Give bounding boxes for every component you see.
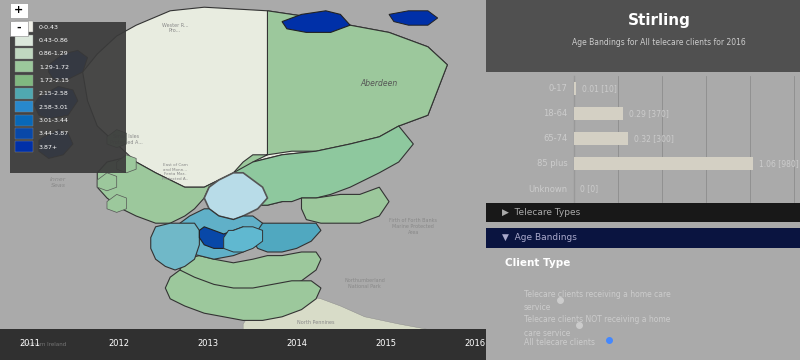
Text: East of Cam
and Monn...
Fenta Mar..
Protected A..: East of Cam and Monn... Fenta Mar.. Prot… bbox=[162, 163, 188, 181]
Text: Small Isles
Protected A...: Small Isles Protected A... bbox=[110, 134, 143, 145]
Text: care service: care service bbox=[524, 329, 570, 338]
Bar bbox=[14, 75, 33, 86]
Text: 2015: 2015 bbox=[375, 339, 397, 348]
Bar bbox=[14, 102, 33, 112]
Polygon shape bbox=[98, 158, 219, 223]
Text: Unknown: Unknown bbox=[529, 184, 568, 194]
Polygon shape bbox=[234, 11, 447, 205]
Bar bbox=[14, 88, 33, 99]
Text: ▶  Telecare Types: ▶ Telecare Types bbox=[502, 208, 580, 217]
Text: 0.32 [300]: 0.32 [300] bbox=[634, 134, 674, 143]
Text: 0-0.43: 0-0.43 bbox=[39, 25, 59, 30]
Bar bbox=[14, 128, 33, 139]
Bar bbox=[0, 329, 486, 360]
Text: 0.29 [370]: 0.29 [370] bbox=[630, 109, 670, 118]
Polygon shape bbox=[204, 173, 267, 220]
Bar bbox=[486, 0, 800, 72]
Text: 0 [0]: 0 [0] bbox=[580, 184, 598, 194]
Polygon shape bbox=[166, 270, 321, 320]
Text: 1.72-2.15: 1.72-2.15 bbox=[39, 78, 69, 83]
Polygon shape bbox=[180, 252, 321, 295]
Polygon shape bbox=[107, 194, 126, 212]
Text: Wester R...
Pro...: Wester R... Pro... bbox=[162, 23, 188, 33]
Text: 3.87+: 3.87+ bbox=[39, 145, 58, 150]
Text: Stirling: Stirling bbox=[627, 13, 690, 28]
Polygon shape bbox=[49, 50, 87, 79]
Polygon shape bbox=[224, 227, 262, 252]
Bar bbox=[14, 22, 33, 32]
Text: service: service bbox=[524, 303, 551, 312]
Bar bbox=[14, 115, 33, 126]
Text: Firth of Forth Banks
Marine Protected
Area: Firth of Forth Banks Marine Protected Ar… bbox=[390, 219, 438, 235]
Text: Northern Ireland: Northern Ireland bbox=[21, 342, 66, 347]
Polygon shape bbox=[98, 173, 117, 191]
Text: 3.01-3.44: 3.01-3.44 bbox=[39, 118, 69, 123]
Bar bbox=[574, 132, 628, 145]
Text: 2013: 2013 bbox=[198, 339, 218, 348]
Text: 2.15-2.58: 2.15-2.58 bbox=[39, 91, 69, 96]
Text: ▼  Age Bandings: ▼ Age Bandings bbox=[502, 233, 577, 242]
Text: 0.86-1.29: 0.86-1.29 bbox=[39, 51, 69, 57]
Text: 3.44-3.87: 3.44-3.87 bbox=[39, 131, 69, 136]
Text: 0-17: 0-17 bbox=[549, 84, 568, 93]
Text: All telecare clients: All telecare clients bbox=[524, 338, 595, 347]
Polygon shape bbox=[150, 223, 199, 270]
Bar bbox=[14, 48, 33, 59]
Bar bbox=[10, 22, 126, 173]
Text: +: + bbox=[14, 5, 23, 15]
Polygon shape bbox=[34, 86, 78, 119]
Polygon shape bbox=[117, 155, 136, 173]
Text: Northumberland
National Park: Northumberland National Park bbox=[344, 278, 385, 289]
Text: 2012: 2012 bbox=[109, 339, 130, 348]
Text: 85 plus: 85 plus bbox=[537, 159, 568, 168]
Text: -: - bbox=[17, 23, 22, 33]
Polygon shape bbox=[39, 130, 73, 158]
Polygon shape bbox=[253, 223, 321, 252]
Text: 0.43-0.86: 0.43-0.86 bbox=[39, 38, 69, 43]
Text: Telecare clients NOT receiving a home: Telecare clients NOT receiving a home bbox=[524, 315, 670, 324]
Text: Age Bandings for All telecare clients for 2016: Age Bandings for All telecare clients fo… bbox=[572, 38, 746, 47]
Bar bbox=[486, 228, 800, 248]
Polygon shape bbox=[282, 11, 350, 32]
Polygon shape bbox=[199, 227, 243, 248]
Bar bbox=[574, 107, 623, 120]
Polygon shape bbox=[82, 7, 447, 187]
Text: 0.01 [10]: 0.01 [10] bbox=[582, 84, 617, 93]
Bar bbox=[14, 141, 33, 152]
Text: North Pennines: North Pennines bbox=[298, 320, 335, 325]
Polygon shape bbox=[243, 295, 486, 360]
Text: Inner
Seas: Inner Seas bbox=[50, 177, 66, 188]
Polygon shape bbox=[0, 331, 87, 353]
Bar bbox=[486, 228, 800, 248]
Text: Client Type: Client Type bbox=[505, 258, 570, 268]
Bar bbox=[14, 62, 33, 72]
Polygon shape bbox=[302, 187, 389, 223]
Bar bbox=[486, 203, 800, 222]
Text: 2016: 2016 bbox=[464, 339, 486, 348]
Text: Aberdeen: Aberdeen bbox=[361, 80, 398, 89]
Text: 65-74: 65-74 bbox=[543, 134, 568, 143]
Bar bbox=[10, 3, 28, 18]
Bar bbox=[574, 157, 753, 170]
Text: 2011: 2011 bbox=[19, 339, 41, 348]
Text: 1.06 [980]: 1.06 [980] bbox=[759, 159, 799, 168]
Bar bbox=[10, 21, 28, 36]
Polygon shape bbox=[107, 130, 126, 148]
Bar bbox=[574, 82, 576, 94]
Text: 2.58-3.01: 2.58-3.01 bbox=[39, 105, 69, 110]
Text: 18-64: 18-64 bbox=[543, 109, 568, 118]
Bar bbox=[14, 35, 33, 46]
Text: 2014: 2014 bbox=[286, 339, 307, 348]
Polygon shape bbox=[175, 209, 267, 259]
Text: Telecare clients receiving a home care: Telecare clients receiving a home care bbox=[524, 290, 670, 299]
Polygon shape bbox=[389, 11, 438, 25]
Text: 1.29-1.72: 1.29-1.72 bbox=[39, 65, 69, 70]
Polygon shape bbox=[234, 126, 414, 205]
